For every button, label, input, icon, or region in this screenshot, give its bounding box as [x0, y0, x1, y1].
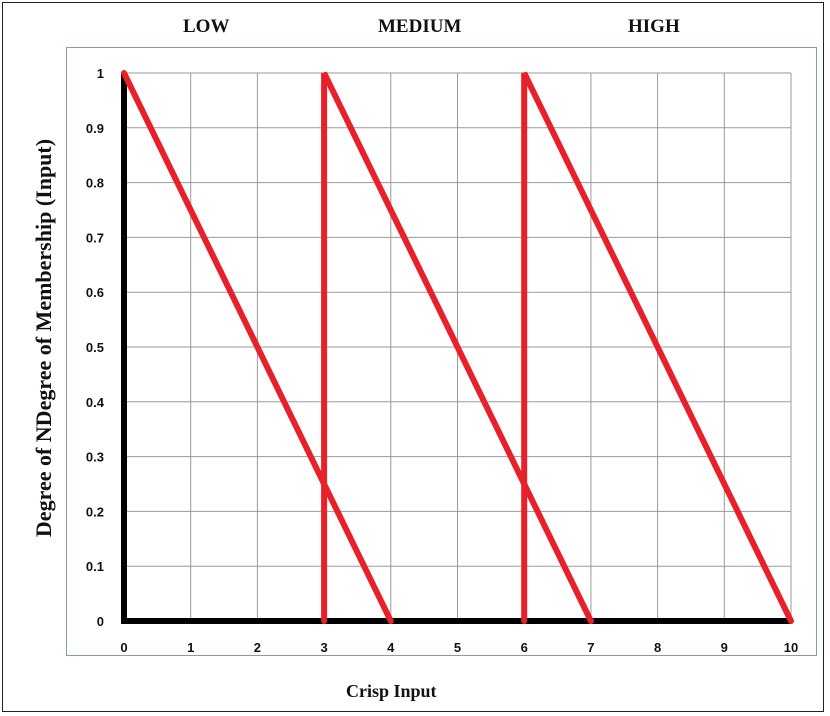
y-tick-label-10: 1: [97, 66, 104, 81]
y-tick-label-6: 0.6: [86, 285, 104, 300]
label-low: LOW: [183, 16, 230, 37]
y-tick-label-9: 0.9: [86, 121, 104, 136]
plot-border: [66, 47, 817, 656]
label-high: HIGH: [628, 16, 680, 37]
y-tick-label-0: 0: [97, 614, 104, 629]
series-line-medium: [321, 71, 594, 624]
series-line-low: [121, 70, 394, 624]
x-tick-label-7: 7: [587, 640, 594, 655]
y-tick-label-5: 0.5: [86, 340, 104, 355]
x-tick-label-9: 9: [721, 640, 728, 655]
x-tick-label-2: 2: [254, 640, 261, 655]
label-medium: MEDIUM: [378, 16, 462, 37]
x-tick-label-0: 0: [120, 640, 127, 655]
y-tick-label-7: 0.7: [86, 230, 104, 245]
y-tick-label-1: 0.1: [86, 559, 104, 574]
series-line-high: [521, 71, 794, 624]
y-tick-label-2: 0.2: [86, 504, 104, 519]
y-tick-label-8: 0.8: [86, 176, 104, 191]
x-axis-title: Crisp Input: [346, 681, 437, 701]
x-tick-label-10: 10: [784, 640, 798, 655]
x-tick-label-6: 6: [521, 640, 528, 655]
y-tick-label-3: 0.3: [86, 450, 104, 465]
x-tick-label-8: 8: [654, 640, 661, 655]
y-tick-label-4: 0.4: [86, 395, 105, 410]
x-tick-label-5: 5: [454, 640, 461, 655]
x-tick-label-1: 1: [187, 640, 194, 655]
x-tick-label-3: 3: [320, 640, 327, 655]
x-tick-label-4: 4: [387, 640, 395, 655]
